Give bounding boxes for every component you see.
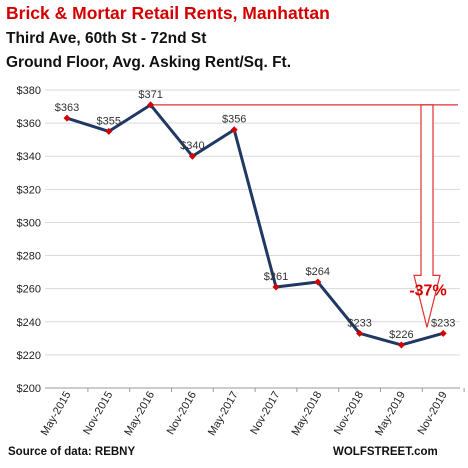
rent-series-line <box>66 103 444 347</box>
decline-arrow <box>413 104 441 328</box>
x-tick-label: Nov-2017 <box>248 390 282 437</box>
x-tick-label: Nov-2018 <box>332 390 366 437</box>
x-tick-label: May-2018 <box>290 390 325 438</box>
y-tick-label: $300 <box>17 217 41 229</box>
data-label: $261 <box>264 271 288 283</box>
y-tick-label: $220 <box>17 350 41 362</box>
data-point-marker <box>105 127 113 135</box>
x-tick-label: May-2016 <box>122 390 157 438</box>
data-label: $371 <box>138 89 162 101</box>
data-label: $363 <box>55 102 79 114</box>
data-label: $356 <box>222 114 246 126</box>
data-point-marker <box>272 283 280 291</box>
y-tick-label: $240 <box>17 317 41 329</box>
percent-change-label: -37% <box>409 282 446 299</box>
y-tick-label: $320 <box>17 184 41 196</box>
x-tick-label: Nov-2019 <box>416 390 450 437</box>
data-point-marker <box>147 101 155 109</box>
x-tick-label: May-2017 <box>206 390 241 438</box>
data-label: $233 <box>431 317 455 329</box>
y-tick-label: $380 <box>17 85 41 97</box>
data-point-marker <box>314 278 322 286</box>
data-point-marker <box>356 329 364 337</box>
y-tick-label: $360 <box>17 118 41 130</box>
data-point-marker <box>230 126 238 134</box>
data-label: $340 <box>180 140 204 152</box>
y-tick-label: $260 <box>17 284 41 296</box>
x-tick-label: Nov-2015 <box>81 390 115 437</box>
y-tick-label: $200 <box>17 383 41 395</box>
chart-title: Brick & Mortar Retail Rents, Manhattan <box>6 3 330 23</box>
chart-subtitle-location: Third Ave, 60th St - 72nd St <box>6 30 207 47</box>
data-label: $355 <box>97 115 121 127</box>
source-note: Source of data: REBNY <box>8 446 136 458</box>
data-label: $226 <box>389 329 413 341</box>
site-credit: WOLFSTREET.com <box>333 446 438 458</box>
x-tick-label: Nov-2016 <box>165 390 199 437</box>
y-tick-label: $340 <box>17 151 41 163</box>
data-point-marker <box>439 329 447 337</box>
data-point-marker <box>188 152 196 160</box>
data-label: $264 <box>306 266 330 278</box>
data-point-marker <box>397 341 405 349</box>
data-label: $233 <box>347 317 371 329</box>
x-tick-label: May-2015 <box>39 390 74 438</box>
chart-subtitle-metric: Ground Floor, Avg. Asking Rent/Sq. Ft. <box>6 54 292 71</box>
y-tick-label: $280 <box>17 251 41 263</box>
data-point-marker <box>63 114 71 122</box>
x-tick-label: May-2019 <box>373 390 408 438</box>
